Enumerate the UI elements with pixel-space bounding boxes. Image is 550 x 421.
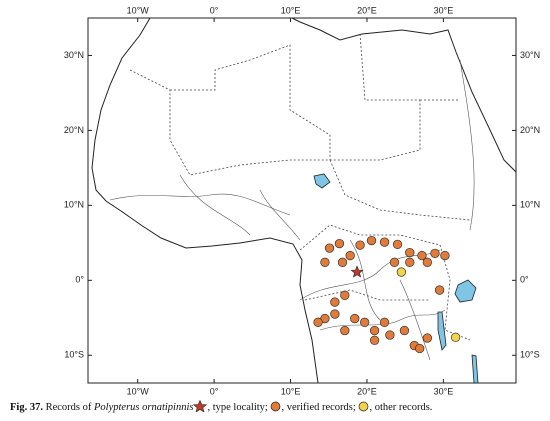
- verified-record: [417, 250, 427, 261]
- verified-record: [430, 248, 440, 258]
- map: 10°W 10°W 0° 0° 10°E 10°E 20°E 20°E 30°E 30°E 30°N…: [64, 5, 540, 396]
- y-tick-label: 0°: [75, 275, 84, 285]
- verified-record: [392, 239, 403, 249]
- verified-record: [350, 313, 360, 324]
- verified-record: [340, 290, 350, 300]
- y-tick-label: 20°N: [520, 125, 540, 135]
- x-tick-label: 0°: [210, 386, 219, 396]
- caption-text: , other records.: [369, 402, 433, 413]
- caption-text: Records of: [45, 402, 92, 413]
- verified-record: [385, 330, 395, 340]
- caption-text: , type locality;: [207, 402, 268, 413]
- verified-record: [320, 257, 330, 267]
- x-tick-label: 30°E: [434, 5, 454, 15]
- x-tick-label: 0°: [210, 5, 219, 15]
- verified-record: [399, 325, 410, 336]
- verified-record: [405, 247, 415, 258]
- verified-record: [324, 243, 335, 253]
- type-locality: [350, 265, 364, 278]
- caption-text: , verified records;: [281, 402, 356, 413]
- verified-record: [345, 250, 355, 261]
- verified-record: [369, 335, 380, 345]
- y-tick-label: 20°N: [64, 125, 84, 135]
- verified-record: [379, 237, 390, 247]
- x-tick-label: 20°E: [357, 5, 377, 15]
- lake-victoria: [454, 279, 477, 303]
- verified-record: [330, 297, 340, 307]
- lake-tanganyika: [437, 311, 447, 351]
- x-tick-label: 10°W: [127, 5, 150, 15]
- y-tick-label: 10°S: [64, 350, 84, 360]
- verified-record: [340, 325, 350, 336]
- land: [91, 17, 517, 384]
- verified-record: [337, 257, 348, 267]
- verified-record: [422, 257, 432, 267]
- verified-record: [360, 317, 370, 327]
- caption: Fig. 37. Records of Polypterus ornatipin…: [10, 399, 545, 413]
- verified-record: [330, 309, 340, 319]
- y-tick-label: 30°N: [520, 50, 540, 60]
- x-tick-label: 20°E: [357, 386, 377, 396]
- verified-record: [422, 333, 432, 343]
- y-tick-label: 10°N: [520, 200, 540, 210]
- verified-record: [379, 317, 390, 327]
- verified-record: [369, 325, 380, 336]
- map-frame: [87, 17, 517, 384]
- verified-record: [334, 238, 345, 249]
- legend-verified: [271, 401, 281, 412]
- y-tick-label: 0°: [520, 275, 529, 285]
- figure-label: Fig. 37.: [10, 402, 43, 413]
- verified-record: [366, 235, 377, 246]
- legend-star: [193, 399, 208, 413]
- x-tick-label: 10°E: [281, 5, 301, 15]
- verified-record: [415, 343, 425, 354]
- lake-chad: [313, 173, 331, 189]
- verified-record: [434, 285, 445, 295]
- verified-record: [313, 317, 323, 327]
- other-record: [396, 267, 407, 277]
- y-tick-label: 10°N: [64, 200, 84, 210]
- legend-other: [359, 401, 369, 412]
- x-tick-label: 30°E: [434, 386, 454, 396]
- y-tick-label: 10°S: [520, 350, 540, 360]
- verified-record: [405, 257, 415, 267]
- x-tick-label: 10°W: [127, 386, 150, 396]
- verified-record: [389, 257, 400, 267]
- verified-record: [355, 240, 365, 250]
- x-tick-label: 10°E: [281, 386, 301, 396]
- rivers: [109, 59, 475, 361]
- species-name: Polypterus ornatipinnis: [94, 402, 194, 413]
- other-record: [450, 332, 461, 342]
- y-tick-label: 30°N: [64, 50, 84, 60]
- verified-record: [440, 250, 450, 261]
